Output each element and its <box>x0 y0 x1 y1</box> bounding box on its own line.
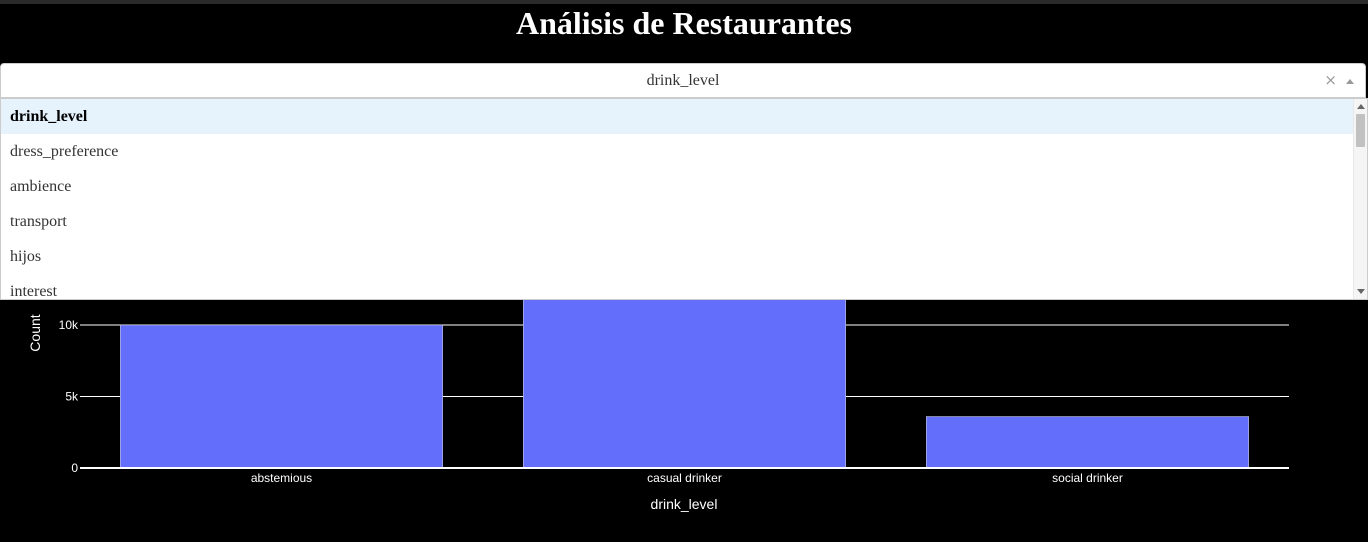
bar-casual-drinker[interactable] <box>523 287 846 469</box>
page-title: Análisis de Restaurantes <box>515 5 852 41</box>
top-bar <box>0 0 1368 4</box>
bar-abstemious[interactable] <box>120 324 443 469</box>
bar-social-drinker[interactable] <box>926 416 1249 469</box>
dropdown-menu: drink_level dress_preference ambience trans… <box>0 98 1368 300</box>
scroll-down-icon[interactable] <box>1357 289 1365 294</box>
y-tick-label: 5k <box>65 390 79 404</box>
bars <box>120 287 1249 469</box>
x-axis-title: drink_level <box>651 496 718 512</box>
dropdown-option-transport[interactable]: transport <box>10 213 67 230</box>
y-tick-label: 0 <box>71 461 78 475</box>
scroll-thumb[interactable] <box>1356 114 1365 147</box>
dropdown-option-ambience[interactable]: ambience <box>10 178 72 195</box>
dropdown-option-drink-level[interactable]: drink_level <box>1 99 1353 134</box>
clear-icon[interactable]: × <box>1324 71 1337 89</box>
x-axis-ticks: abstemious casual drinker social drinker <box>251 471 1123 485</box>
x-tick-label: casual drinker <box>647 471 722 485</box>
x-tick-label: social drinker <box>1052 471 1123 485</box>
dropdown-selected-value: drink_level <box>646 72 720 89</box>
y-tick-label: 10k <box>59 318 79 332</box>
dropdown-option-interest[interactable]: interest <box>10 283 58 300</box>
y-axis-title: Count <box>27 314 43 351</box>
chevron-up-icon[interactable] <box>1346 79 1354 84</box>
variable-dropdown[interactable]: drink_level × <box>0 63 1366 98</box>
dropdown-option-hijos[interactable]: hijos <box>10 248 42 265</box>
x-tick-label: abstemious <box>251 471 312 485</box>
y-axis-ticks: 0 5k 10k <box>59 318 79 475</box>
dropdown-option-dress-preference[interactable]: dress_preference <box>10 143 119 160</box>
menu-scrollbar[interactable] <box>1353 99 1367 299</box>
scroll-up-icon[interactable] <box>1357 104 1365 109</box>
